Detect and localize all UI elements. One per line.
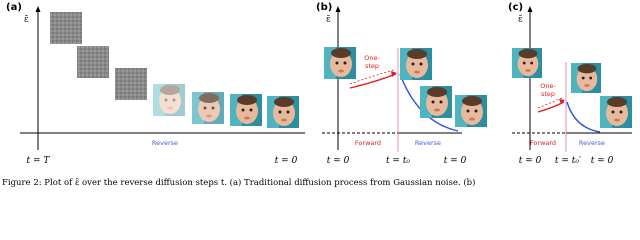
annotation: Reverse <box>579 139 605 147</box>
tick-label: t = t₀ <box>386 156 410 166</box>
annotation: Forward <box>530 139 556 147</box>
noisy-face-image <box>153 84 185 116</box>
y-axis-label: ε̄ <box>24 15 29 25</box>
annotation: Reverse <box>415 139 441 147</box>
arrow-head <box>391 71 397 77</box>
noise-image <box>77 46 109 78</box>
tick-label: t = 0 <box>327 156 350 166</box>
face-image <box>400 48 432 80</box>
annotation: Forward <box>355 139 381 147</box>
face-image <box>230 94 262 126</box>
annotation: step <box>541 90 555 98</box>
reverse-curve <box>566 101 601 133</box>
face-image <box>267 96 299 128</box>
face-image <box>192 92 224 124</box>
tick-label: t = 0 <box>519 156 542 166</box>
face-image <box>324 47 356 79</box>
tick-label: t = 0 <box>275 156 298 166</box>
arrow-head <box>335 6 341 12</box>
tick-label: t = T <box>27 156 51 166</box>
figure: (a) ε̄ Reverse t = T t = 0 (b) ε̄ One- s… <box>2 2 632 188</box>
annotation: step <box>365 62 379 70</box>
arrow-head <box>527 6 533 12</box>
face-image <box>571 63 601 93</box>
face-image <box>600 96 632 128</box>
annotation: Reverse <box>152 139 178 147</box>
y-axis-label: ε̄ <box>518 15 523 25</box>
panel-label: (c) <box>508 2 523 13</box>
y-axis-label: ε̄ <box>326 15 331 25</box>
noise-image <box>50 12 82 44</box>
tick-label: t = t₀′ <box>555 156 581 166</box>
noise-image <box>115 68 147 100</box>
tick-label: t = 0 <box>444 156 467 166</box>
forward-curve <box>537 101 565 113</box>
annotation: One- <box>364 54 380 62</box>
face-image <box>420 86 452 118</box>
panel-label: (b) <box>316 2 332 13</box>
tick-label: t = 0 <box>591 156 614 166</box>
caption: Figure 2: Plot of ε̄ over the reverse di… <box>2 177 475 188</box>
face-image <box>512 48 542 78</box>
arrow-head <box>35 6 41 12</box>
annotation: One- <box>540 82 556 90</box>
panel-label: (a) <box>6 2 22 13</box>
arrow-head <box>559 99 565 104</box>
face-image <box>455 95 487 127</box>
one-step-arrow <box>537 97 563 109</box>
